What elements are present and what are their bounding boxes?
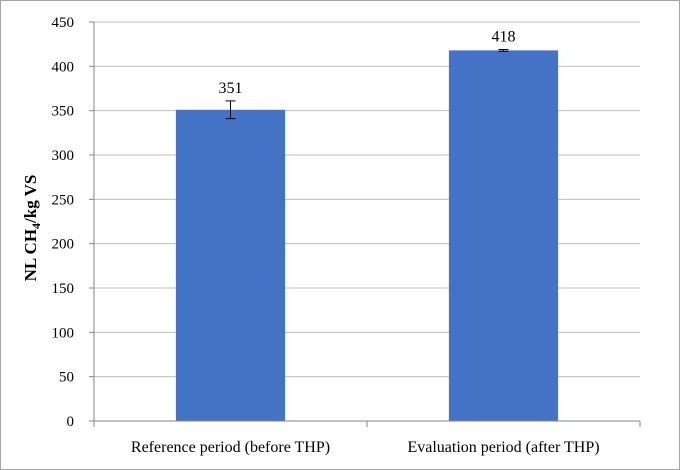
data-label: 351 <box>219 80 243 97</box>
y-tick-label: 200 <box>52 237 75 253</box>
x-category-label: Evaluation period (after THP) <box>407 439 599 456</box>
y-axis-label: NL CH4/kg VS <box>21 175 43 282</box>
data-label: 418 <box>492 28 516 45</box>
y-tick-label: 300 <box>52 148 75 164</box>
y-tick-labels: 0 50 100 150 200 250 300 350 400 450 <box>52 15 75 430</box>
y-tick-label: 400 <box>52 59 75 75</box>
y-axis-label-main: NL CH <box>21 229 40 281</box>
y-tick-label: 350 <box>52 104 75 120</box>
x-category-labels: Reference period (before THP) Evaluation … <box>131 439 600 456</box>
x-category-label: Reference period (before THP) <box>131 439 330 456</box>
axes <box>89 21 641 427</box>
y-tick-label: 150 <box>52 281 75 297</box>
bars <box>175 48 559 422</box>
y-tick-label: 0 <box>67 414 75 430</box>
y-axis-label-subscript: 4 <box>29 223 43 229</box>
bar <box>448 50 559 422</box>
y-tick-label: 50 <box>59 370 74 386</box>
bar <box>175 109 286 421</box>
y-tick-label: 100 <box>52 325 75 341</box>
y-tick-label: 450 <box>52 15 75 31</box>
y-tick-label: 250 <box>52 192 75 208</box>
data-labels: 351 418 <box>219 28 516 96</box>
y-axis-label-tail: /kg VS <box>21 175 40 224</box>
